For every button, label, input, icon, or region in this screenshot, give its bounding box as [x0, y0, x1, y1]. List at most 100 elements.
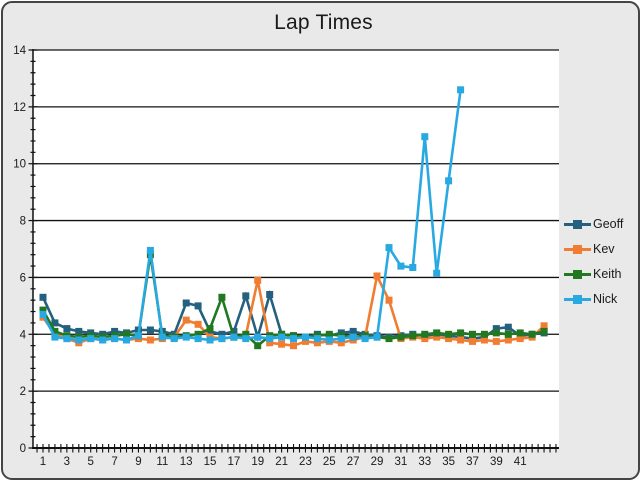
marker — [242, 335, 250, 343]
marker — [421, 335, 429, 343]
marker — [63, 335, 71, 343]
legend-item-keith[interactable]: Keith — [564, 266, 623, 282]
plot-area — [33, 50, 559, 448]
marker — [492, 325, 500, 333]
marker — [51, 327, 59, 335]
marker — [218, 335, 226, 343]
marker — [373, 333, 381, 341]
svg-text:25: 25 — [323, 456, 336, 468]
legend-item-nick[interactable]: Nick — [564, 291, 623, 307]
marker — [373, 272, 381, 280]
svg-text:13: 13 — [180, 456, 193, 468]
svg-text:37: 37 — [466, 456, 479, 468]
marker — [457, 86, 465, 94]
marker — [504, 323, 512, 331]
marker — [206, 325, 214, 333]
marker — [111, 327, 119, 335]
marker — [146, 336, 154, 344]
svg-text:35: 35 — [442, 456, 455, 468]
marker — [469, 337, 476, 345]
svg-text:19: 19 — [251, 456, 264, 468]
marker — [266, 339, 274, 347]
marker — [445, 335, 453, 343]
svg-text:5: 5 — [88, 456, 94, 468]
legend-swatch-kev-icon — [564, 244, 591, 255]
marker — [158, 333, 166, 341]
marker — [182, 299, 190, 307]
series-nick — [39, 86, 465, 344]
marker — [123, 330, 130, 338]
marker — [480, 330, 488, 338]
marker — [182, 333, 190, 341]
marker — [206, 336, 214, 344]
marker — [492, 337, 500, 345]
marker — [194, 330, 202, 338]
marker — [313, 335, 321, 343]
marker — [349, 327, 357, 335]
svg-text:3: 3 — [64, 456, 70, 468]
marker — [504, 330, 512, 338]
marker — [242, 292, 250, 300]
marker — [457, 336, 465, 344]
marker — [457, 329, 465, 337]
marker — [146, 326, 154, 334]
marker — [421, 330, 429, 338]
marker — [123, 336, 130, 344]
legend-swatch-keith-icon — [564, 269, 591, 280]
marker — [230, 327, 238, 335]
marker — [254, 342, 262, 350]
svg-text:9: 9 — [135, 456, 141, 468]
svg-text:10: 10 — [13, 159, 26, 171]
svg-text:0: 0 — [20, 443, 26, 455]
marker — [421, 133, 429, 141]
svg-text:15: 15 — [204, 456, 217, 468]
marker — [433, 333, 441, 341]
marker — [409, 332, 417, 340]
marker — [540, 327, 548, 335]
marker — [230, 333, 238, 341]
marker — [528, 330, 536, 338]
marker — [397, 262, 405, 270]
svg-text:8: 8 — [20, 216, 26, 228]
marker — [504, 336, 512, 344]
x-tick-labels: 1 3 5 7 9 11 13 15 17 19 21 23 25 27 29 31 33 35 37 39 41 — [40, 456, 527, 468]
marker — [51, 333, 59, 341]
marker — [469, 330, 476, 338]
marker — [337, 339, 345, 347]
marker — [540, 322, 548, 330]
marker — [87, 335, 95, 343]
marker — [325, 336, 333, 344]
marker — [63, 325, 71, 333]
marker — [492, 329, 500, 337]
marker — [290, 335, 297, 343]
legend-item-geoff[interactable]: Geoff — [564, 216, 623, 232]
marker — [385, 335, 393, 343]
legend-item-kev[interactable]: Kev — [564, 241, 623, 257]
marker — [39, 306, 47, 314]
svg-text:41: 41 — [514, 456, 527, 468]
marker — [266, 335, 274, 343]
svg-text:31: 31 — [395, 456, 408, 468]
y-tick-labels: 0 2 4 6 8 10 12 14 — [13, 45, 26, 455]
marker — [313, 339, 321, 347]
marker — [254, 333, 262, 341]
svg-text:12: 12 — [13, 102, 26, 114]
marker — [194, 335, 202, 343]
svg-text:14: 14 — [13, 45, 26, 57]
marker — [134, 332, 142, 340]
marker — [278, 333, 286, 341]
legend-swatch-geoff-icon — [564, 219, 591, 230]
svg-text:17: 17 — [227, 456, 240, 468]
svg-text:33: 33 — [418, 456, 431, 468]
marker — [194, 302, 202, 310]
marker — [349, 333, 357, 341]
marker — [302, 333, 309, 341]
marker — [75, 327, 83, 335]
marker — [51, 319, 59, 327]
svg-text:2: 2 — [20, 386, 26, 398]
marker — [325, 330, 333, 338]
marker — [218, 330, 226, 338]
marker — [433, 269, 441, 277]
